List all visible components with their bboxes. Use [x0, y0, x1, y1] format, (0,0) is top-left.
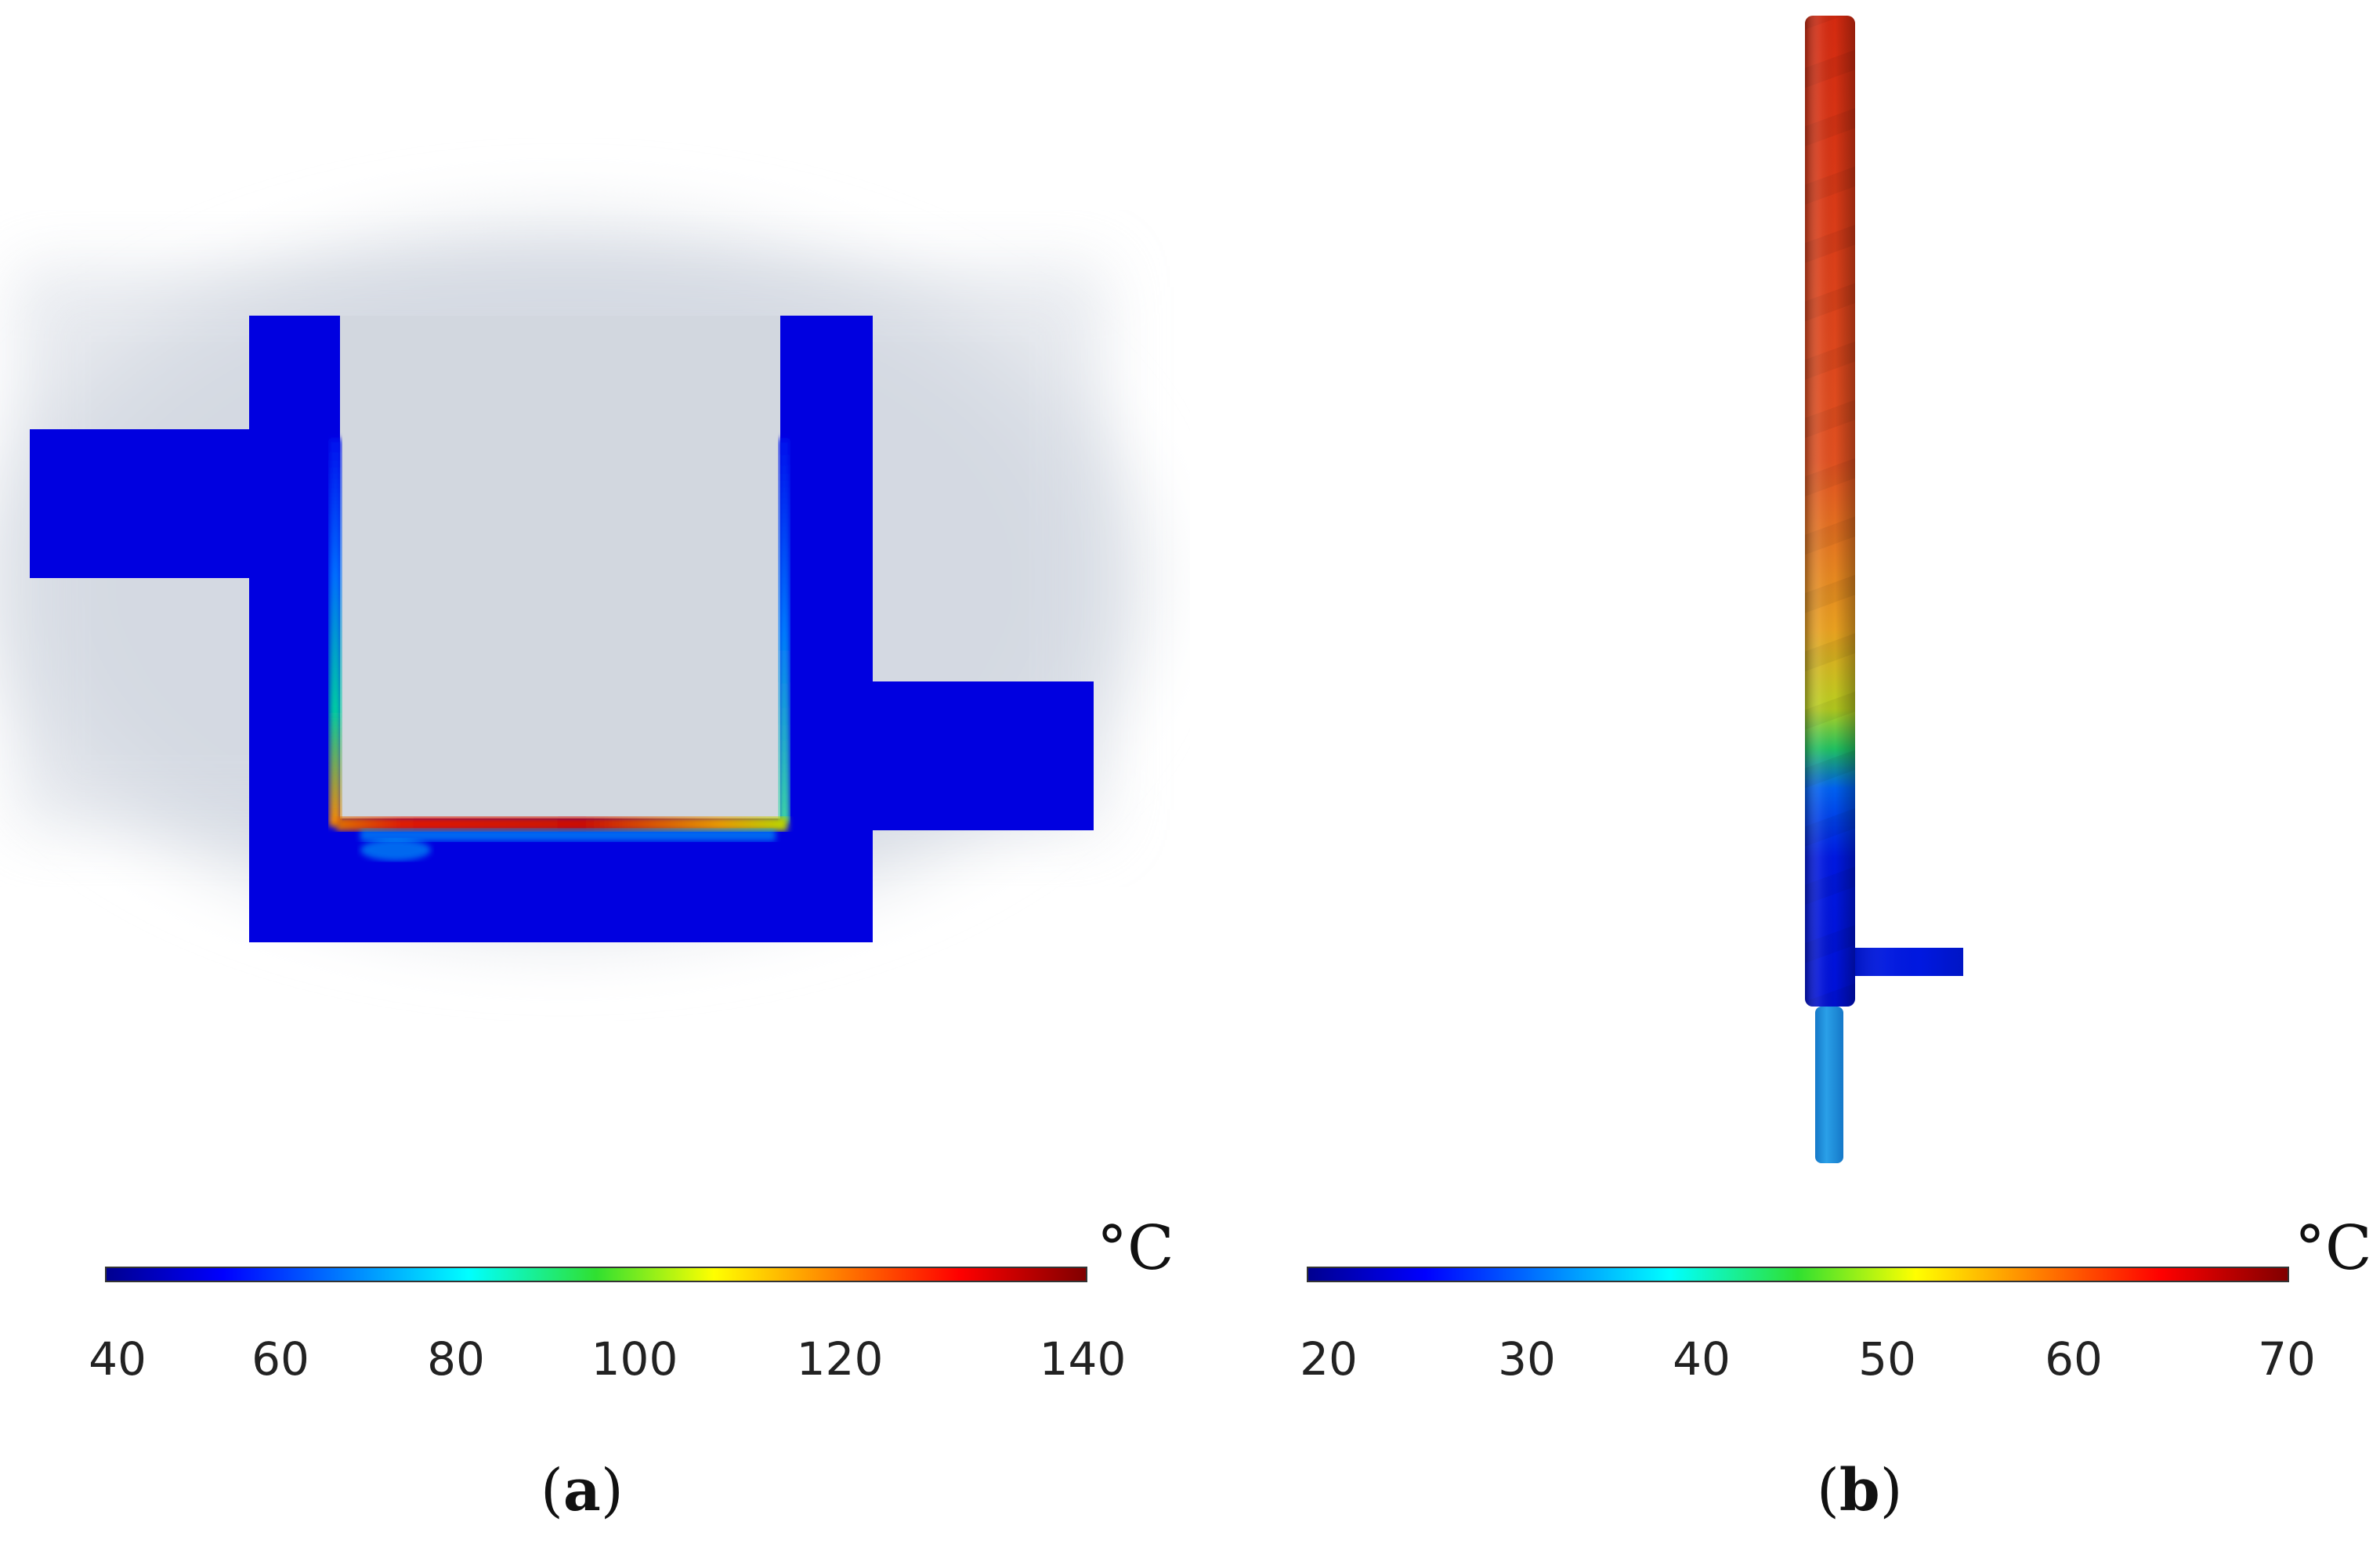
- colorbar-a-unit: °C: [1097, 1213, 1174, 1284]
- panel-a-caption: (a): [541, 1457, 624, 1524]
- colorbar-a-tick: 140: [1040, 1332, 1127, 1386]
- inlet-pipe: [1815, 1007, 1843, 1163]
- side-branch: [1855, 948, 1963, 976]
- colorbar-b-tick: 70: [2258, 1332, 2316, 1386]
- heated-walls: [329, 439, 790, 861]
- panel-b-label: b: [1839, 1457, 1880, 1524]
- colorbar-a-tick: 100: [591, 1332, 678, 1386]
- panel-b: °C 20 30 40 50 60 70 (b): [1190, 0, 2380, 1543]
- panel-b-graphic: °C 20 30 40 50 60 70: [1300, 16, 2372, 1386]
- panel-a: °C 40 60 80 100 120 140 (a): [0, 0, 1190, 1543]
- colorbar-a-tick: 80: [427, 1332, 485, 1386]
- panel-a-label: a: [562, 1457, 601, 1524]
- colorbar-a-gradient: [105, 1267, 1087, 1282]
- panel-b-caption: (b): [1817, 1457, 1903, 1524]
- colorbar-a-ticks: 40 60 80 100 120 140: [89, 1332, 1126, 1386]
- colorbar-a: °C 40 60 80 100 120 140: [89, 1213, 1174, 1386]
- colorbar-b-tick: 50: [1858, 1332, 1916, 1386]
- colorbar-b-ticks: 20 30 40 50 60 70: [1300, 1332, 2316, 1386]
- colorbar-a-tick: 40: [89, 1332, 146, 1386]
- colorbar-b-tick: 60: [2045, 1332, 2103, 1386]
- panel-a-graphic: °C 40 60 80 100 120 140: [0, 211, 1174, 1386]
- colorbar-b-tick: 30: [1498, 1332, 1556, 1386]
- colorbar-b: °C 20 30 40 50 60 70: [1300, 1213, 2372, 1386]
- colorbar-b-unit: °C: [2295, 1213, 2372, 1284]
- colorbar-b-tick: 40: [1673, 1332, 1731, 1386]
- colorbar-a-tick: 120: [797, 1332, 884, 1386]
- colorbar-b-tick: 20: [1300, 1332, 1358, 1386]
- colorbar-b-gradient: [1307, 1267, 2289, 1282]
- vertical-tube: [1805, 16, 1855, 1007]
- u-channel-body: [30, 316, 1094, 942]
- colorbar-a-tick: 60: [251, 1332, 309, 1386]
